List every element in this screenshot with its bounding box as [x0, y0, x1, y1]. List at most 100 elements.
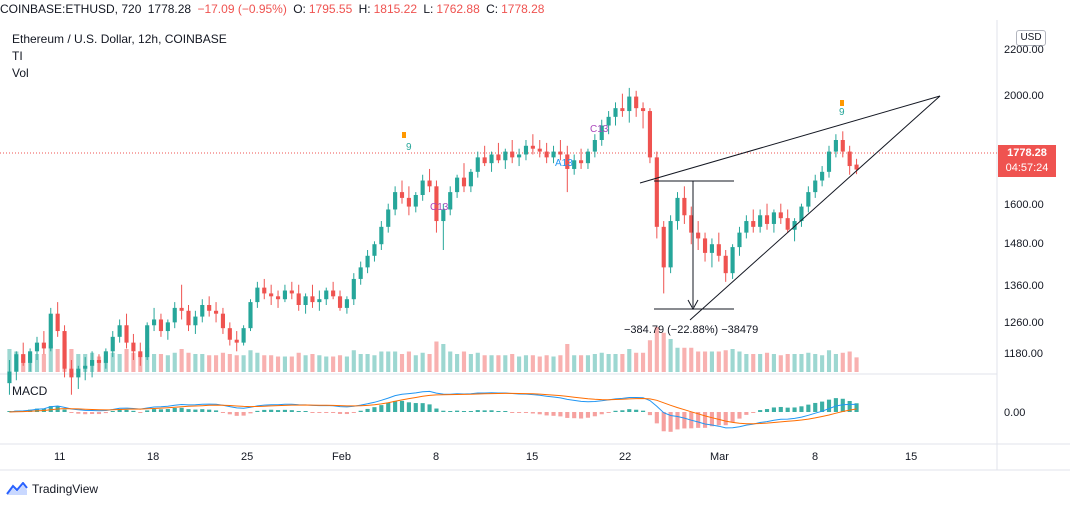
macd-hist-bar [96, 412, 102, 415]
macd-hist-bar [124, 409, 129, 412]
candle-body [379, 226, 384, 245]
price-tick: 1360.00 [1004, 280, 1044, 292]
volume-bar [275, 356, 281, 372]
volume-bar [723, 350, 728, 372]
macd-hist-bar [523, 412, 529, 413]
symbol-label[interactable]: COINBASE:ETHUSD, 720 [0, 2, 142, 16]
volume-bar [489, 355, 494, 372]
volume-bar [255, 352, 260, 372]
volume-bar [289, 356, 294, 372]
volume-bar [344, 356, 349, 372]
candle-body [213, 310, 219, 314]
candle-body [517, 154, 522, 158]
macd-hist-bar [337, 412, 343, 414]
candle-body [820, 171, 825, 181]
price-tick: 1600.00 [1004, 199, 1044, 211]
volume-bar [386, 351, 391, 372]
candle-body [399, 192, 405, 198]
macd-hist-bar [579, 412, 584, 419]
open-label: O: [293, 2, 306, 16]
macd-hist-bar [406, 402, 411, 412]
macd-histogram [7, 398, 859, 432]
macd-hist-bar [517, 412, 522, 413]
volume-bar [709, 351, 714, 372]
wedge-upper-trendline[interactable] [639, 95, 941, 184]
candle-body [778, 212, 783, 219]
volume-bar [172, 352, 177, 372]
volume-bar [399, 354, 405, 372]
candle-body [275, 296, 281, 300]
volume-bar [110, 352, 115, 372]
indicator-vol-label[interactable]: Vol [12, 66, 29, 80]
candle-body [393, 192, 398, 210]
candle-body [317, 299, 322, 303]
indicator-ti-label[interactable]: TI [12, 49, 23, 63]
volume-bar [413, 355, 418, 372]
macd-hist-bar [152, 409, 157, 412]
tradingview-logo[interactable]: TradingView [6, 482, 98, 496]
candle-body [83, 365, 88, 369]
currency-badge[interactable]: USD [1016, 30, 1046, 46]
candle-body [289, 290, 294, 294]
macd-hist-bar [599, 412, 604, 415]
macd-hist-bar [620, 410, 625, 412]
candle-body [530, 145, 535, 149]
candle-body [165, 322, 170, 332]
volume-bar [482, 355, 487, 372]
candle-body [523, 145, 529, 155]
candle-body [461, 177, 467, 187]
macd-hist-bar [847, 400, 852, 412]
low-value: 1762.88 [436, 2, 480, 16]
candle-body [792, 221, 797, 230]
macd-hist-bar [448, 411, 453, 412]
candle-body [551, 151, 556, 158]
macd-hist-bar [627, 409, 632, 412]
macd-hist-bar [634, 409, 639, 412]
volume-bar [544, 355, 549, 372]
volume-bar [55, 349, 60, 372]
symbol-header: COINBASE:ETHUSD, 720 1778.28 −17.09 (−0.… [0, 0, 1070, 20]
volume-bar [771, 354, 776, 372]
volume-bar [165, 355, 170, 372]
macd-hist-bar [530, 412, 535, 414]
chart-title[interactable]: Ethereum / U.S. Dollar, 12h, COINBASE [12, 32, 227, 46]
macd-hist-bar [83, 412, 88, 415]
td-marker-a13: A13 [555, 158, 573, 169]
volume-bar [227, 354, 232, 372]
volume-bar [696, 351, 701, 372]
macd-hist-bar [289, 410, 294, 412]
macd-hist-bar [434, 408, 439, 412]
candle-body [702, 238, 708, 253]
macd-hist-bar [668, 412, 673, 432]
volume-bar [503, 355, 508, 372]
time-tick: 8 [812, 451, 819, 463]
candle-body [468, 171, 473, 187]
macd-hist-bar [365, 408, 370, 412]
candle-body [103, 351, 108, 363]
volume-bar [510, 354, 515, 372]
volume-bar [124, 349, 129, 372]
macd-hist-bar [34, 408, 40, 412]
volume-bar [572, 355, 577, 372]
macd-hist-bar [820, 401, 825, 412]
time-tick: Feb [332, 451, 351, 463]
wedge-lower-trendline[interactable] [689, 95, 941, 321]
candle-body [544, 151, 549, 158]
macd-label[interactable]: MACD [12, 384, 48, 398]
volume-bar [833, 354, 838, 372]
macd-hist-bar [193, 409, 198, 412]
candle-body [48, 313, 53, 349]
price-tick: 1480.00 [1004, 238, 1044, 250]
candle-body [7, 371, 12, 384]
volume-bar [799, 354, 804, 372]
macd-hist-bar [158, 409, 164, 412]
candle-body [365, 255, 370, 268]
volume-bar [282, 356, 287, 372]
candle-body [441, 209, 446, 222]
macd-hist-bar [344, 412, 349, 415]
macd-hist-bar [227, 412, 232, 415]
macd-zero-tick: 0.00 [1004, 407, 1026, 419]
candle-body [771, 212, 776, 224]
candle-body [303, 296, 308, 305]
